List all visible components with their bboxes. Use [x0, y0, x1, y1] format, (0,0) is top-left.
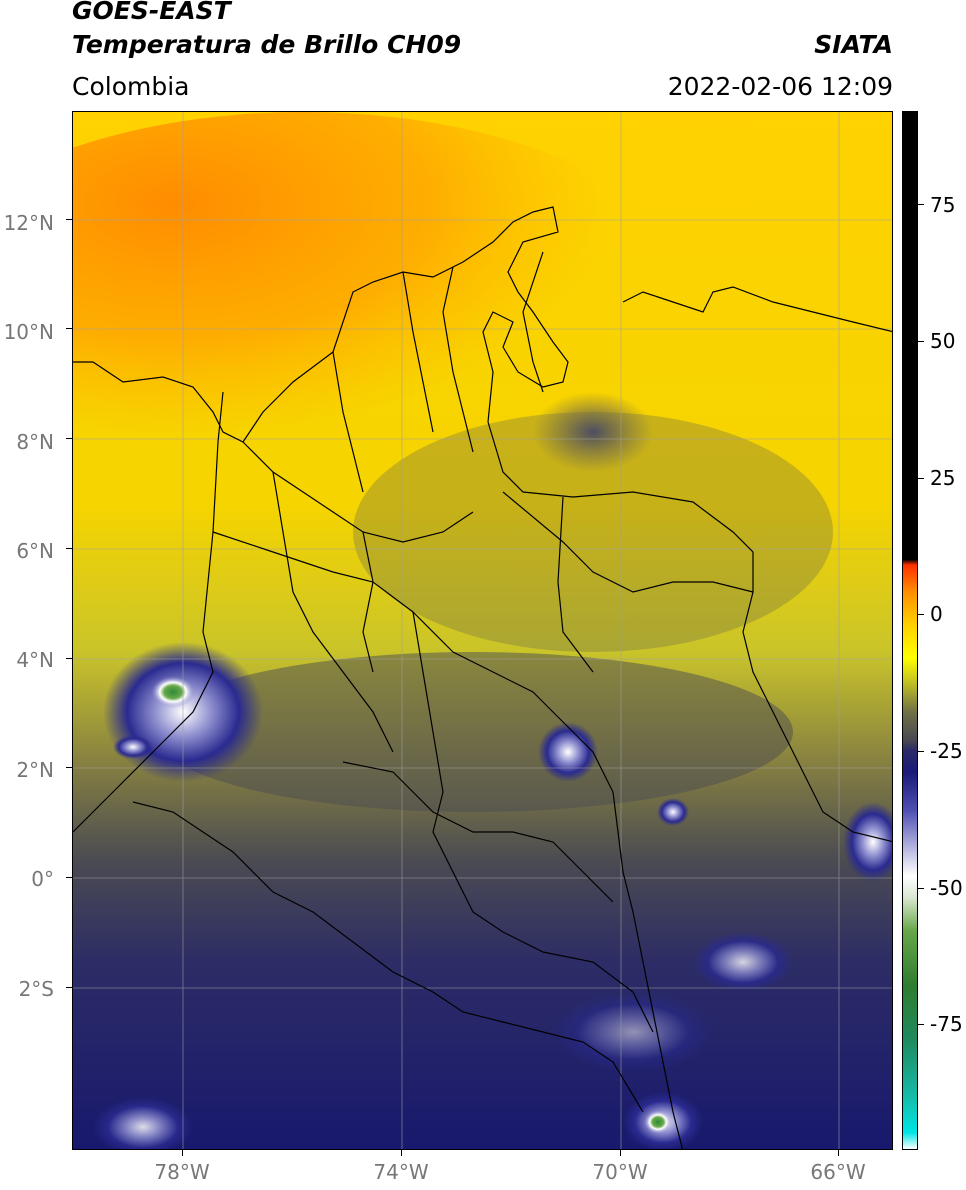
region-label: Colombia — [72, 72, 190, 101]
lon-tick: 66°W — [810, 1160, 866, 1184]
lon-tick: 74°W — [373, 1160, 429, 1184]
lat-tick: 6°N — [16, 539, 54, 563]
cold-top-south — [644, 1110, 672, 1134]
colorbar-tick: 75 — [930, 193, 956, 217]
lat-tick: 12°N — [3, 211, 54, 235]
cloud-patch-north — [533, 392, 653, 472]
colorbar-tick: 50 — [930, 329, 956, 353]
colorbar-tick: 25 — [930, 466, 956, 490]
colorbar-tick: -25 — [930, 739, 963, 763]
cold-top-pacific — [151, 676, 195, 708]
product-title: Temperatura de Brillo CH09 — [72, 30, 462, 59]
satellite-title: GOES-EAST — [72, 0, 231, 25]
lon-tick: 70°W — [592, 1160, 648, 1184]
brightness-temperature-map — [72, 111, 893, 1150]
gridlines — [73, 112, 892, 1149]
lat-tick: 10°N — [3, 320, 54, 344]
colorbar-tick: -75 — [930, 1012, 963, 1036]
lat-tick: 0° — [31, 867, 54, 891]
convective-cloud-east — [538, 722, 598, 782]
lat-tick: 2°S — [18, 977, 54, 1001]
colorbar — [902, 111, 918, 1150]
colorbar-tick: 0 — [930, 602, 943, 626]
map-canvas — [73, 112, 892, 1149]
lat-tick: 8°N — [16, 430, 54, 454]
lat-tick: 4°N — [16, 648, 54, 672]
lon-tick: 78°W — [154, 1160, 210, 1184]
timestamp-label: 2022-02-06 12:09 — [667, 72, 893, 101]
lat-tick: 2°N — [16, 758, 54, 782]
coastlines-borders — [73, 206, 892, 1149]
colorbar-gradient — [903, 112, 917, 1149]
colorbar-tick: -50 — [930, 876, 963, 900]
warm-area-pacific — [73, 712, 343, 1112]
organization-label: SIATA — [814, 30, 893, 59]
